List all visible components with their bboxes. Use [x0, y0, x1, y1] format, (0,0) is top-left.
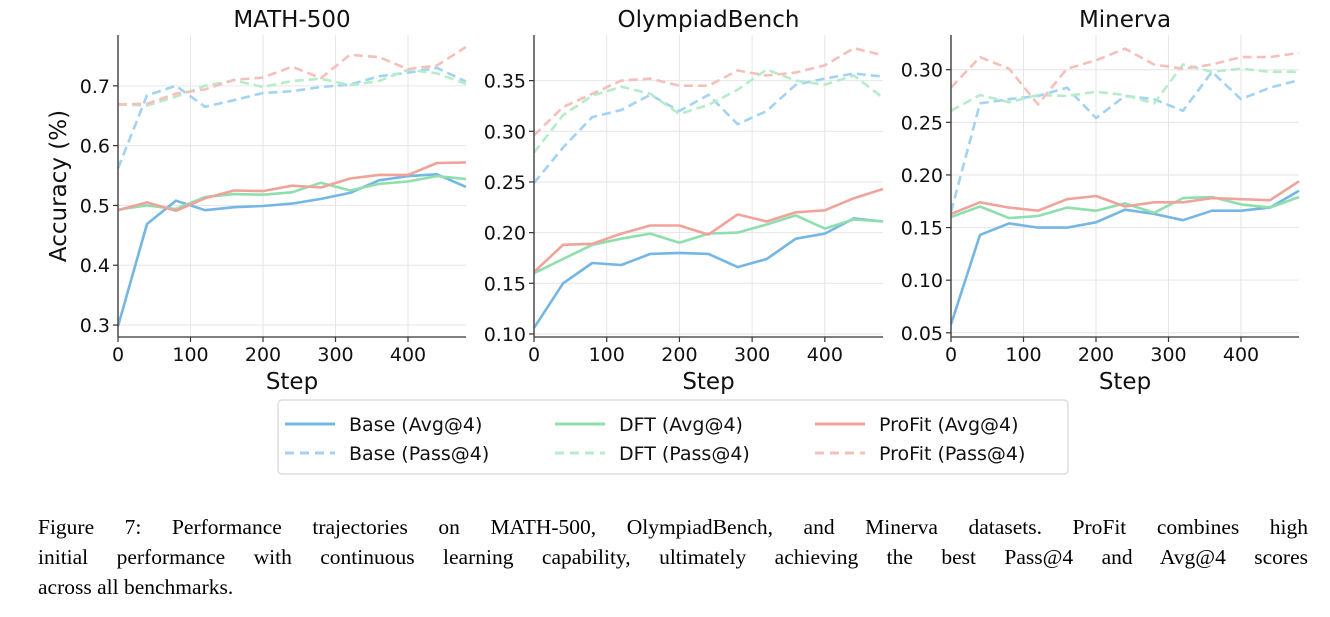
- x-tick-label: 200: [1078, 344, 1114, 366]
- series-line-profit-avg-4: [533, 187, 884, 274]
- legend-label: ProFit (Avg@4): [879, 414, 1019, 436]
- x-tick-label: 100: [172, 344, 208, 366]
- chart-title: Minerva: [1079, 7, 1171, 33]
- caption-line: across all benchmarks.: [38, 575, 234, 599]
- y-tick-label: 0.10: [484, 324, 526, 346]
- x-tick-label: 0: [945, 344, 957, 366]
- series-line-dft-avg-4: [117, 174, 467, 211]
- legend-label: DFT (Pass@4): [619, 443, 750, 465]
- chart-title: MATH-500: [233, 7, 350, 33]
- x-tick-label: 400: [1223, 344, 1259, 366]
- x-axis-label: Step: [682, 369, 734, 395]
- legend-label: Base (Pass@4): [349, 443, 489, 465]
- y-tick-label: 0.05: [901, 323, 943, 345]
- x-tick-label: 100: [589, 344, 625, 366]
- y-tick-label: 0.7: [80, 76, 110, 98]
- y-tick-label: 0.30: [901, 60, 943, 82]
- legend-frame: [277, 399, 1069, 475]
- series-line-base-avg-4: [949, 189, 1300, 325]
- x-tick-label: 300: [1150, 344, 1186, 366]
- legend-item: ProFit (Pass@4): [815, 443, 1025, 465]
- series-line-dft-avg-4: [950, 195, 1300, 220]
- y-tick-label: 0.20: [901, 165, 943, 187]
- legend-label: Base (Avg@4): [349, 414, 482, 436]
- x-axis-label: Step: [1099, 369, 1151, 395]
- series-line-base-pass-4: [532, 72, 884, 184]
- legend-item: DFT (Avg@4): [555, 414, 743, 436]
- y-tick-label: 0.25: [901, 112, 943, 134]
- y-tick-label: 0.5: [80, 195, 110, 217]
- caption-line: Figure 7: Performance trajectories on MA…: [38, 515, 1308, 539]
- y-tick-label: 0.6: [80, 136, 110, 158]
- chart-panel-minerva: 0 100 200 300 400 0.05 0.10 0.15 0.20 0.25 0.30 Min…: [901, 7, 1300, 395]
- series-line-profit-pass-4: [533, 46, 884, 137]
- x-axis-label: Step: [266, 369, 318, 395]
- chart-title: OlympiadBench: [618, 7, 800, 33]
- x-tick-label: 0: [528, 344, 540, 366]
- series-line-profit-avg-4: [117, 161, 467, 213]
- figure: 0 100 200 300 400 0.3 0.4 0.5 0.6 0.7 MATH-500 Step…: [46, 7, 1300, 475]
- x-tick-label: 300: [317, 344, 353, 366]
- x-tick-label: 400: [390, 344, 426, 366]
- series-line-profit-avg-4: [950, 180, 1300, 216]
- y-tick-label: 0.15: [484, 273, 526, 295]
- x-tick-label: 100: [1005, 344, 1041, 366]
- legend-item: ProFit (Avg@4): [815, 414, 1019, 436]
- legend-item: Base (Pass@4): [285, 443, 489, 465]
- series-line-base-avg-4: [532, 217, 884, 329]
- legend-item: Base (Avg@4): [285, 414, 482, 436]
- y-tick-label: 0.4: [80, 255, 110, 277]
- figure-caption: Figure 7: Performance trajectories on MA…: [38, 512, 1308, 602]
- series-line-dft-pass-4: [950, 63, 1299, 112]
- x-tick-label: 300: [734, 344, 770, 366]
- chart-panel-math-500: 0 100 200 300 400 0.3 0.4 0.5 0.6 0.7 MATH-500 Step…: [46, 7, 467, 395]
- legend: Base (Avg@4) DFT (Avg@4) ProFit (Avg@4) Bas…: [277, 399, 1069, 475]
- x-tick-label: 200: [245, 344, 281, 366]
- legend-item: DFT (Pass@4): [555, 443, 750, 465]
- y-tick-label: 0.35: [484, 71, 526, 93]
- y-tick-label: 0.15: [901, 218, 943, 240]
- series-line-base-pass-4: [949, 70, 1300, 213]
- y-tick-label: 0.10: [901, 270, 943, 292]
- y-tick-label: 0.25: [484, 172, 526, 194]
- y-axis-label: Accuracy (%): [46, 110, 72, 262]
- x-tick-label: 200: [661, 344, 697, 366]
- y-tick-label: 0.30: [484, 121, 526, 143]
- series-line-profit-pass-4: [950, 47, 1300, 106]
- series-line-base-pass-4: [116, 66, 467, 169]
- series-line-dft-pass-4: [532, 68, 884, 154]
- series-line-base-avg-4: [116, 173, 467, 327]
- y-tick-label: 0.3: [80, 315, 110, 337]
- chart-panel-olympiadbench: 0 100 200 300 400 0.10 0.15 0.20 0.25 0.30 0.35 Oly…: [484, 7, 884, 395]
- x-tick-label: 400: [807, 344, 843, 366]
- caption-line: initial performance with continuous lear…: [38, 545, 1308, 569]
- x-tick-label: 0: [112, 344, 124, 366]
- series-line-profit-pass-4: [117, 45, 467, 106]
- y-tick-label: 0.20: [484, 223, 526, 245]
- legend-label: DFT (Avg@4): [619, 414, 743, 436]
- legend-label: ProFit (Pass@4): [879, 443, 1025, 465]
